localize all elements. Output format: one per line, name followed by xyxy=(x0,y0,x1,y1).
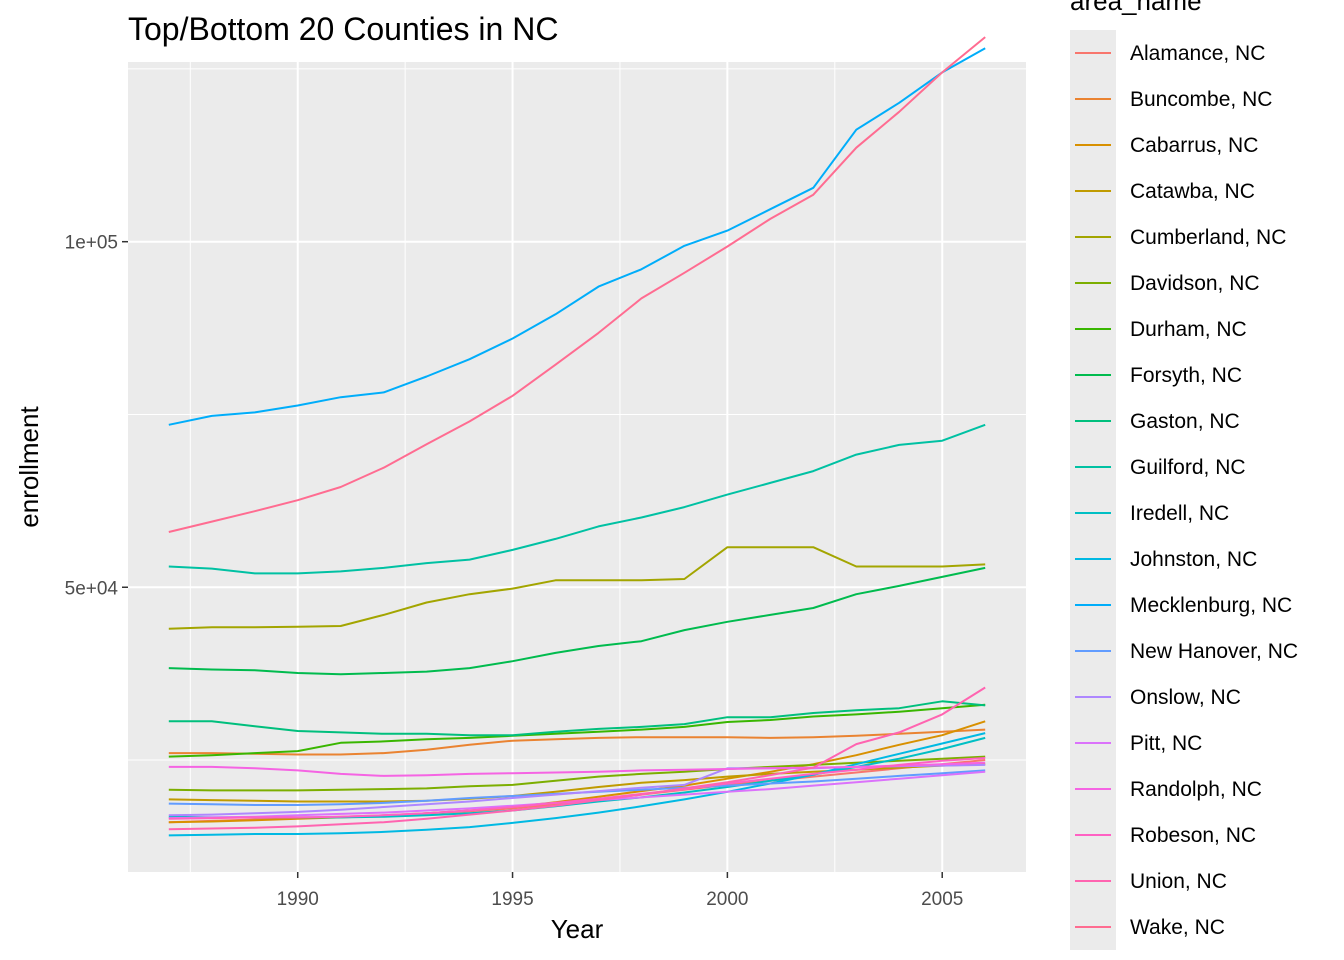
x-tick-label: 2005 xyxy=(921,889,963,910)
legend: area_name Alamance, NC Buncombe, NC Cabarr… xyxy=(1070,0,1298,950)
legend-label-20: Wake, NC xyxy=(1130,916,1225,939)
legend-label-2: Buncombe, NC xyxy=(1130,88,1272,111)
legend-label-13: Mecklenburg, NC xyxy=(1130,594,1292,617)
series-line-8 xyxy=(168,566,986,676)
y-tick-label: 5e+04 xyxy=(65,578,119,599)
chart-title: Top/Bottom 20 Counties in NC xyxy=(128,11,558,47)
x-axis: 1990 1995 2000 2005 xyxy=(277,872,963,910)
legend-title: area_name xyxy=(1070,0,1202,16)
series-line-7 xyxy=(168,703,986,758)
series-line-3 xyxy=(168,720,986,824)
legend-label-18: Robeson, NC xyxy=(1130,824,1256,847)
legend-label-6: Davidson, NC xyxy=(1130,272,1260,295)
legend-label-19: Union, NC xyxy=(1130,870,1227,893)
series-line-10 xyxy=(168,423,986,575)
series-line-19 xyxy=(168,686,986,831)
legend-label-11: Iredell, NC xyxy=(1130,502,1229,525)
legend-label-7: Durham, NC xyxy=(1130,318,1247,341)
series-lines xyxy=(168,36,986,837)
x-tick-label: 1990 xyxy=(277,889,319,910)
plot-panel xyxy=(128,62,1026,872)
series-line-9 xyxy=(168,700,986,737)
series-line-2 xyxy=(168,728,986,756)
x-tick-label: 2000 xyxy=(706,889,748,910)
x-tick-label: 1995 xyxy=(491,889,533,910)
series-line-17 xyxy=(168,761,986,777)
legend-key-background xyxy=(1070,30,1116,950)
y-axis-title: enrollment xyxy=(14,406,44,528)
minor-gridlines xyxy=(128,62,1026,872)
legend-label-17: Randolph, NC xyxy=(1130,778,1262,801)
x-axis-title: Year xyxy=(551,914,604,944)
legend-label-4: Catawba, NC xyxy=(1130,180,1255,203)
series-line-20 xyxy=(168,36,986,533)
legend-label-9: Gaston, NC xyxy=(1130,410,1240,433)
series-line-12 xyxy=(168,732,986,837)
legend-label-10: Guilford, NC xyxy=(1130,456,1246,479)
legend-label-15: Onslow, NC xyxy=(1130,686,1241,709)
series-line-18 xyxy=(168,757,986,820)
legend-label-12: Johnston, NC xyxy=(1130,548,1257,571)
legend-label-8: Forsyth, NC xyxy=(1130,364,1242,387)
y-axis: 5e+04 1e+05 xyxy=(65,233,128,599)
legend-items: Alamance, NC Buncombe, NC Cabarrus, NC Cata… xyxy=(1070,30,1298,950)
legend-label-5: Cumberland, NC xyxy=(1130,226,1286,249)
series-line-6 xyxy=(168,755,986,792)
legend-label-14: New Hanover, NC xyxy=(1130,640,1298,663)
legend-label-16: Pitt, NC xyxy=(1130,732,1202,755)
legend-label-1: Alamance, NC xyxy=(1130,42,1265,65)
series-line-13 xyxy=(168,47,986,426)
legend-label-3: Cabarrus, NC xyxy=(1130,134,1258,157)
series-line-5 xyxy=(168,546,986,630)
y-tick-label: 1e+05 xyxy=(65,233,118,254)
